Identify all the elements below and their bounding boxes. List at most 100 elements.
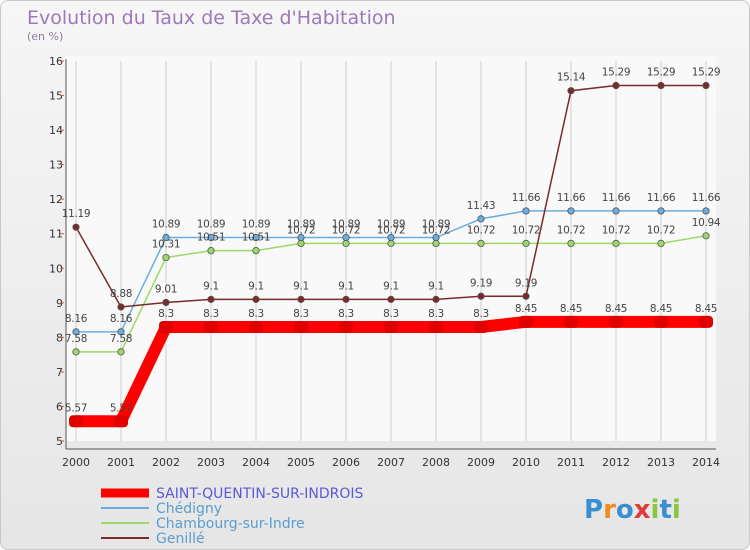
data-point [432, 295, 440, 303]
data-point [477, 239, 485, 247]
data-point [207, 233, 215, 242]
y-unit-label: (en %) [27, 30, 64, 43]
data-point [252, 233, 260, 242]
data-point [612, 239, 620, 247]
y-tick-label: 5 [56, 435, 63, 448]
data-label: 10.72 [467, 224, 496, 236]
x-tick-label: 2009 [467, 456, 495, 469]
data-label: 8.45 [650, 303, 672, 315]
series-0 [69, 315, 713, 428]
data-label: 11.66 [602, 192, 631, 204]
data-point [69, 415, 83, 428]
data-point [387, 239, 395, 247]
data-label: 10.72 [377, 224, 406, 236]
data-point [72, 223, 80, 231]
data-point [699, 315, 713, 328]
x-tick-label: 2002 [152, 456, 180, 469]
data-point [249, 321, 263, 333]
data-point [342, 239, 350, 247]
data-label: 8.3 [473, 308, 489, 320]
x-tick-label: 2001 [107, 456, 135, 469]
data-point [612, 207, 620, 215]
data-label: 11.66 [512, 192, 541, 204]
proxiti-logo: Proxiti [584, 495, 681, 525]
data-point [162, 253, 170, 262]
data-point [567, 239, 575, 247]
data-point [117, 328, 125, 336]
y-tick-label: 7 [56, 366, 63, 379]
data-point [159, 321, 173, 333]
data-label: 15.29 [692, 67, 721, 79]
data-label: 8.16 [65, 313, 88, 325]
data-label: 9.1 [383, 280, 399, 292]
data-label: 9.19 [515, 277, 537, 289]
x-tick-label: 2008 [422, 456, 450, 469]
data-label: 10.89 [332, 219, 361, 231]
x-tick-label: 2004 [242, 456, 270, 469]
data-label: 9.19 [470, 277, 492, 289]
data-point [702, 81, 710, 90]
data-label: 8.3 [383, 308, 399, 320]
data-point [657, 239, 665, 247]
data-point [297, 233, 305, 242]
x-tick-label: 2000 [62, 456, 90, 469]
x-tick-label: 2011 [557, 456, 585, 469]
data-point [657, 81, 665, 90]
data-label: 9.1 [338, 280, 354, 292]
chart-title: Evolution du Taux de Taxe d'Habitation [27, 7, 396, 29]
data-label: 15.29 [647, 67, 676, 79]
data-point [207, 295, 215, 303]
data-point [207, 247, 215, 255]
x-tick-label: 2007 [377, 456, 405, 469]
data-label: 8.45 [515, 303, 537, 315]
data-label: 10.51 [197, 232, 226, 244]
data-point [384, 321, 398, 333]
data-point [117, 303, 125, 311]
data-label: 10.72 [602, 224, 631, 236]
y-tick-label: 12 [49, 193, 63, 206]
data-label: 8.45 [695, 303, 717, 315]
data-label: 10.89 [287, 219, 316, 231]
data-point [654, 315, 668, 328]
data-label: 11.66 [557, 192, 586, 204]
y-tick-label: 14 [49, 124, 63, 137]
data-point [387, 295, 395, 303]
data-label: 10.72 [422, 224, 451, 236]
data-point [609, 315, 623, 328]
data-point [72, 348, 80, 356]
data-point [519, 315, 533, 328]
data-point [567, 87, 575, 95]
data-label: 8.88 [110, 288, 132, 300]
data-point [477, 292, 485, 300]
data-label: 11.66 [647, 192, 676, 204]
series-2 [72, 232, 710, 356]
y-tick-label: 13 [49, 159, 63, 172]
data-label: 10.94 [692, 217, 721, 229]
data-point [297, 239, 305, 247]
y-tick-label: 10 [49, 262, 63, 275]
data-label: 7.58 [110, 333, 132, 345]
data-label: 9.1 [248, 280, 264, 292]
data-label: 9.1 [293, 280, 309, 292]
data-label: 8.3 [248, 308, 264, 320]
data-label: 11.43 [467, 200, 496, 212]
y-tick-label: 11 [49, 228, 63, 241]
data-label: 10.89 [197, 219, 226, 231]
data-label: 11.19 [62, 208, 91, 220]
data-point [432, 239, 440, 247]
y-tick-label: 6 [56, 400, 63, 413]
data-point [162, 233, 170, 242]
data-point [612, 81, 620, 90]
data-label: 10.72 [647, 224, 676, 236]
data-label: 15.14 [557, 72, 586, 84]
data-point [342, 295, 350, 303]
data-label: 8.3 [158, 308, 174, 320]
data-label: 10.51 [242, 232, 271, 244]
data-point [564, 315, 578, 328]
x-tick-label: 2010 [512, 456, 540, 469]
data-point [522, 239, 530, 247]
y-tick-label: 8 [56, 331, 63, 344]
data-label: 7.58 [65, 333, 87, 345]
y-tick-label: 16 [49, 55, 63, 68]
